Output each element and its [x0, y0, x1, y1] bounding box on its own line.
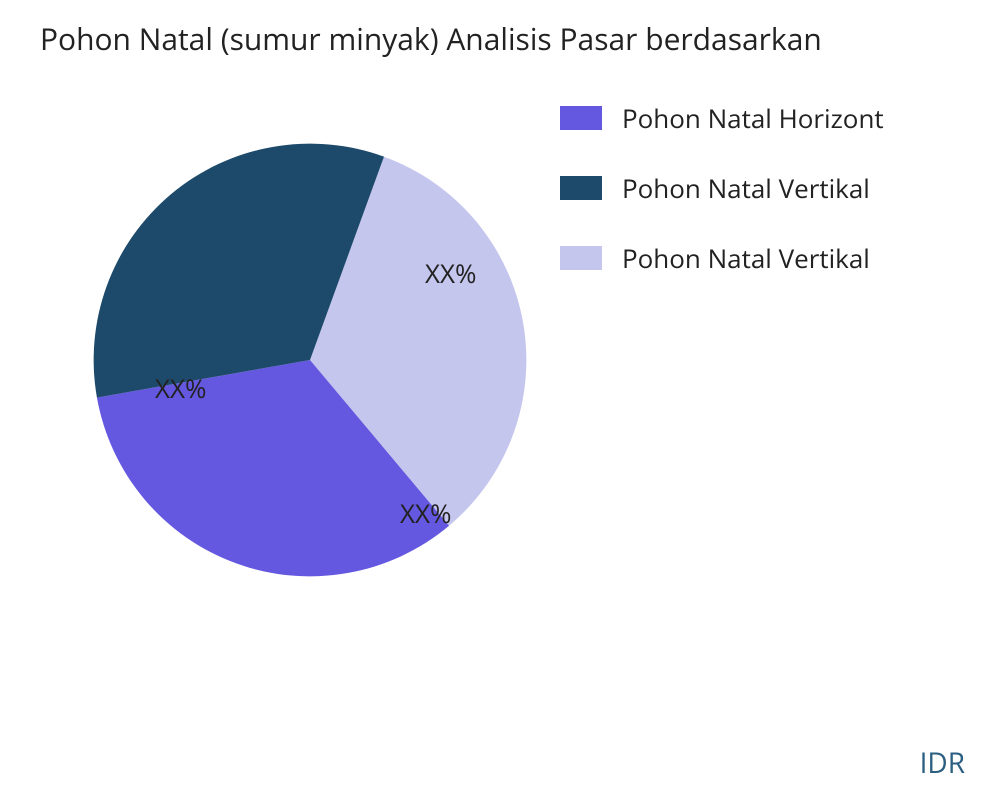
slice-label-0: XX% — [425, 255, 477, 291]
legend-item-0: Pohon Natal Horizont — [560, 100, 884, 136]
slice-label-1: XX% — [400, 495, 452, 531]
legend-item-1: Pohon Natal Vertikal — [560, 170, 884, 206]
pie-chart: XX% XX% XX% — [60, 110, 560, 610]
legend: Pohon Natal Horizont Pohon Natal Vertikal… — [560, 100, 884, 310]
legend-label-0: Pohon Natal Horizont — [622, 100, 884, 136]
footer-idr: IDR — [920, 744, 965, 782]
legend-label-1: Pohon Natal Vertikal — [622, 170, 870, 206]
chart-title: Pohon Natal (sumur minyak) Analisis Pasa… — [40, 18, 822, 59]
legend-swatch-0 — [560, 106, 602, 130]
legend-item-2: Pohon Natal Vertikal — [560, 240, 884, 276]
legend-label-2: Pohon Natal Vertikal — [622, 240, 870, 276]
slice-label-2: XX% — [155, 370, 207, 406]
pie-svg — [60, 110, 560, 610]
legend-swatch-1 — [560, 176, 602, 200]
legend-swatch-2 — [560, 246, 602, 270]
